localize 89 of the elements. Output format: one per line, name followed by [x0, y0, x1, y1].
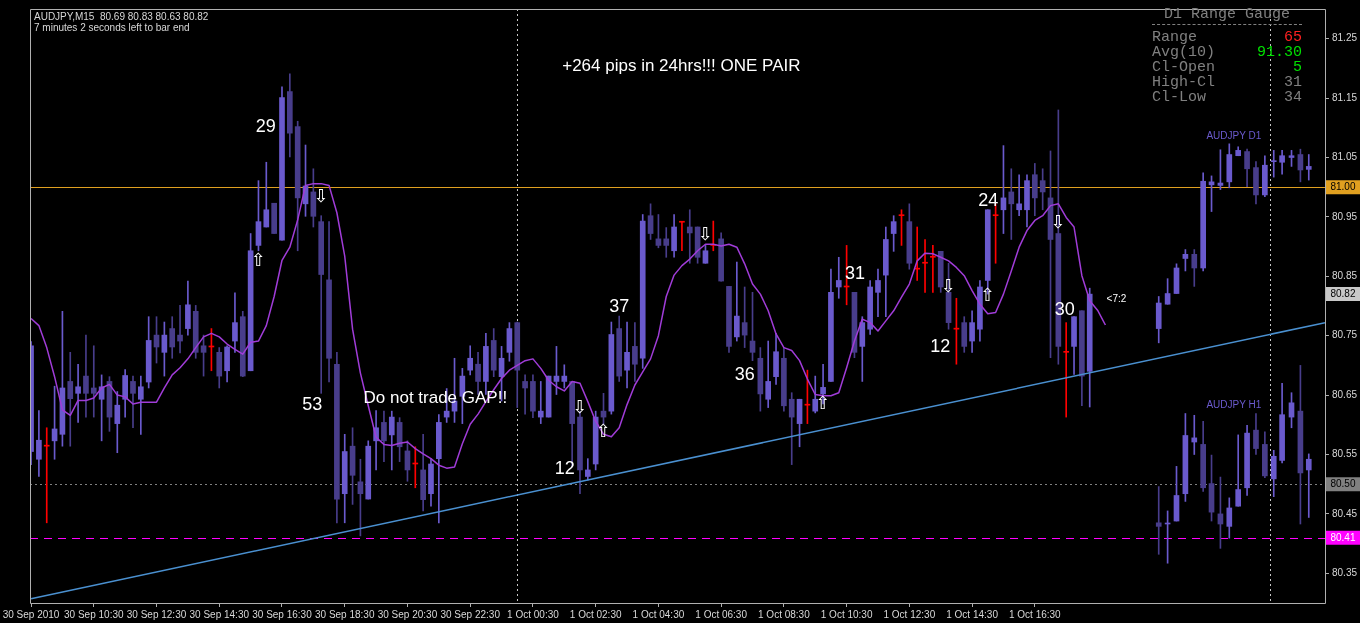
x-tick-label: 1 Oct 02:30: [569, 608, 622, 620]
x-tick-label: 1 Oct 04:30: [632, 608, 685, 620]
candlestick: [1305, 453, 1312, 518]
category-label: Range: [1152, 29, 1197, 46]
text: 80.82: [1330, 288, 1356, 300]
x-tick-label: 30 Sep 18:30: [314, 608, 375, 620]
candlestick: [930, 245, 936, 293]
text: D1 Range Gauge: [1152, 6, 1302, 25]
x-tick-label: 1 Oct 12:30: [883, 608, 936, 620]
candlestick: [679, 220, 685, 252]
y-tick-label: 80.95: [1331, 210, 1358, 222]
candlestick: [67, 352, 74, 447]
x-tick-label: 1 Oct 00:30: [507, 608, 560, 620]
annotation: ⇩: [313, 185, 329, 206]
annotation: 29: [255, 115, 276, 136]
candlestick: [83, 334, 89, 418]
annotation: 24: [978, 190, 999, 211]
category-label: Cl-Open: [1152, 59, 1216, 76]
x-tick-label: 30 Sep 12:30: [126, 608, 187, 620]
y-tick-label: 80.35: [1331, 567, 1358, 579]
annotation: ⇩: [572, 397, 588, 418]
candlestick: [561, 364, 568, 389]
category-label: Cl-Low: [1152, 89, 1206, 106]
x-tick-label: 30 Sep 2010: [2, 608, 60, 620]
text: 34: [1283, 89, 1302, 106]
candlestick: [1063, 322, 1070, 418]
annotation: 53: [302, 393, 323, 414]
y-tick-label: 80.65: [1331, 388, 1358, 400]
candlestick: [1270, 150, 1277, 178]
candlestick: [663, 227, 670, 258]
x-tick-label: 1 Oct 08:30: [758, 608, 811, 620]
text: 31: [1283, 74, 1302, 91]
annotation: 36: [734, 364, 755, 385]
series-label: AUDJPY D1: [1206, 129, 1262, 141]
x-tick-label: 30 Sep 20:30: [377, 608, 438, 620]
x-tick-label: 30 Sep 14:30: [189, 608, 250, 620]
candlestick: [1235, 434, 1242, 507]
chart-title: AUDJPY,M15 80.69 80.83 80.63 80.82: [34, 10, 209, 22]
category-label: High-Cl: [1152, 74, 1216, 91]
ref-line-label: 80.50: [1330, 478, 1356, 490]
text: 5: [1292, 59, 1302, 76]
x-tick-label: 30 Sep 22:30: [440, 608, 501, 620]
candlestick: [1008, 168, 1015, 240]
x-tick-label: 1 Oct 14:30: [946, 608, 999, 620]
y-tick-label: 81.15: [1331, 91, 1358, 103]
y-tick-label: 80.75: [1331, 329, 1358, 341]
text: 91.30: [1256, 44, 1302, 61]
x-tick-label: 1 Oct 16:30: [1008, 608, 1062, 620]
candlestick: [43, 427, 50, 524]
y-tick-label: 81.25: [1331, 32, 1358, 44]
annotation: ⇩: [941, 275, 957, 296]
y-tick-label: 80.45: [1331, 507, 1358, 519]
annotation: +264 pips in 24hrs!!! ONE PAIR: [562, 55, 801, 75]
candlestick: [1016, 174, 1022, 217]
annotation: ⇧: [980, 284, 996, 305]
annotation: ⇧: [250, 249, 267, 270]
candlestick: [686, 209, 693, 264]
annotation: ⇩: [697, 224, 713, 245]
candlestick: [914, 226, 921, 281]
candlestick: [788, 392, 795, 465]
x-tick-label: 30 Sep 16:30: [252, 608, 313, 620]
y-tick-label: 80.85: [1331, 270, 1358, 282]
candlestick: [75, 363, 81, 423]
annotation: 30: [1054, 299, 1075, 320]
annotation: ⇧: [815, 392, 831, 413]
y-tick-label: 80.55: [1331, 448, 1358, 460]
candlestick: [922, 239, 928, 293]
text: 65: [1283, 29, 1302, 46]
ref-line-label: 81.00: [1330, 181, 1356, 193]
annotation: 12: [930, 335, 951, 356]
candlestick: [1155, 486, 1162, 555]
annotation: 37: [609, 296, 630, 317]
candlestick: [537, 381, 544, 424]
series-label: AUDJPY H1: [1206, 399, 1262, 411]
candlestick: [1305, 154, 1312, 181]
x-tick-label: 1 Oct 06:30: [695, 608, 748, 620]
candlestick: [835, 256, 842, 299]
annotation: ⇩: [1050, 212, 1066, 233]
x-tick-label: 30 Sep 10:30: [64, 608, 124, 620]
candlestick: [522, 374, 528, 415]
candlestick: [90, 345, 97, 418]
annotation: 12: [554, 457, 575, 478]
y-tick-label: 81.05: [1331, 151, 1358, 163]
candlestick: [177, 305, 183, 354]
text: 7 minutes 2 seconds left to bar end: [34, 21, 190, 33]
category-label: Avg(10): [1152, 44, 1216, 61]
ref-line-label: 80.41: [1330, 531, 1356, 543]
x-tick-label: 1 Oct 10:30: [820, 608, 873, 620]
annotation: <7:2: [1106, 293, 1127, 305]
